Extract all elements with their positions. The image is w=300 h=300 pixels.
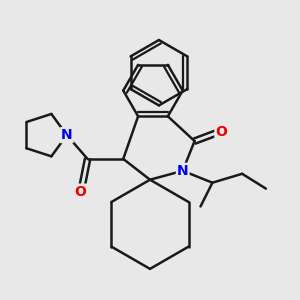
Text: N: N: [61, 128, 73, 142]
Text: N: N: [177, 164, 188, 178]
Text: O: O: [215, 125, 227, 139]
Text: O: O: [74, 184, 86, 199]
